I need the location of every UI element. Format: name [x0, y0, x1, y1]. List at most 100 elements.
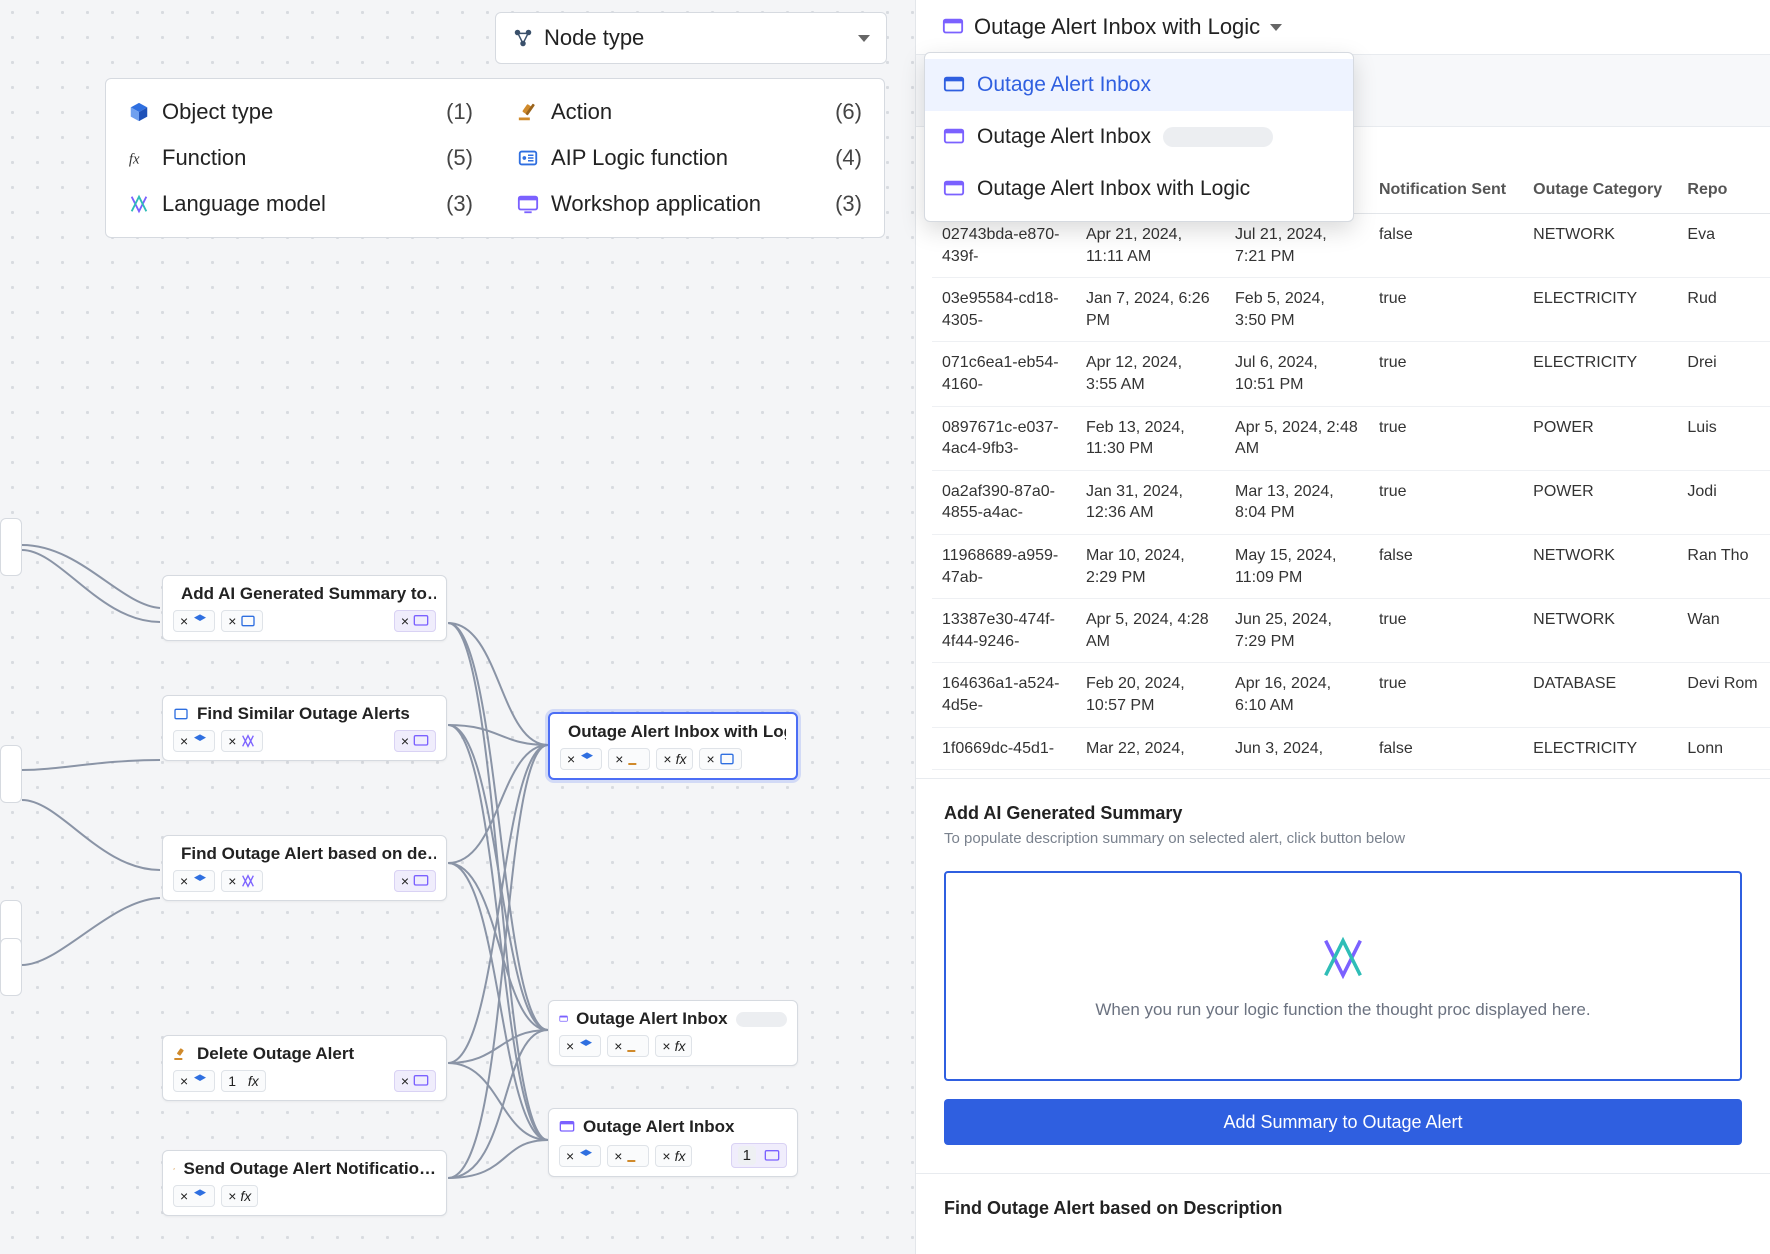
chevron-down-icon [1270, 24, 1282, 31]
table-cell: true [1369, 278, 1523, 342]
graph-stub [0, 938, 22, 996]
gavel-icon [173, 1161, 175, 1177]
facet-workshop-app[interactable]: Workshop application (3) [495, 181, 884, 227]
node-type-icon [512, 27, 534, 49]
cube-icon [128, 101, 150, 123]
facet-action[interactable]: Action (6) [495, 89, 884, 135]
table-cell: Mar 13, 2024, 8:04 PM [1225, 470, 1369, 534]
table-cell: 164636a1-a524-4d5e- [932, 663, 1076, 727]
table-cell: Apr 21, 2024, 11:11 AM [1076, 214, 1225, 278]
graph-canvas[interactable]: Node type Object type (1) Action (6) fxF… [0, 0, 915, 1254]
table-cell: Luis [1677, 406, 1770, 470]
svg-text:fx: fx [129, 152, 140, 168]
workshop-icon [943, 178, 965, 200]
summary-section: Add AI Generated Summary To populate des… [916, 778, 1770, 857]
language-model-icon [128, 193, 150, 215]
table-cell: ELECTRICITY [1523, 342, 1677, 406]
table-row[interactable]: 0897671c-e037-4ac4-9fb3-Feb 13, 2024, 11… [932, 406, 1770, 470]
chevron-down-icon [858, 35, 870, 42]
table-cell: ELECTRICITY [1523, 727, 1677, 770]
panel-header: Outage Alert Inbox with Logic Outage Ale… [916, 0, 1770, 55]
table-cell: Devi Rom [1677, 663, 1770, 727]
table-cell: true [1369, 470, 1523, 534]
detail-panel: Outage Alert Inbox with Logic Outage Ale… [915, 0, 1770, 1254]
add-summary-button[interactable]: Add Summary to Outage Alert [944, 1099, 1742, 1145]
section-title: Find Outage Alert based on Description [944, 1198, 1742, 1219]
table-row[interactable]: 071c6ea1-eb54-4160-Apr 12, 2024, 3:55 AM… [932, 342, 1770, 406]
table-row[interactable]: 03e95584-cd18-4305-Jan 7, 2024, 6:26 PMF… [932, 278, 1770, 342]
table-row[interactable]: 11968689-a959-47ab-Mar 10, 2024, 2:29 PM… [932, 534, 1770, 598]
dropdown-item[interactable]: Outage Alert Inbox with Logic [925, 163, 1353, 215]
table-cell: Feb 13, 2024, 11:30 PM [1076, 406, 1225, 470]
table-cell: Jul 6, 2024, 10:51 PM [1225, 342, 1369, 406]
workshop-icon [559, 1119, 575, 1135]
graph-node-workshop-selected[interactable]: Outage Alert Inbox with Logic × × ×fx × [548, 712, 798, 780]
graph-node-workshop[interactable]: Outage Alert Inbox × × ×fx 1 [548, 1108, 798, 1177]
workshop-icon [942, 16, 964, 38]
gavel-icon [173, 1046, 189, 1062]
facet-object-type[interactable]: Object type (1) [106, 89, 495, 135]
graph-stub [0, 518, 22, 576]
table-cell: 0a2af390-87a0-4855-a4ac- [932, 470, 1076, 534]
table-cell: Jun 3, 2024, [1225, 727, 1369, 770]
table-cell: May 15, 2024, 11:09 PM [1225, 534, 1369, 598]
table-row[interactable]: 164636a1-a524-4d5e-Feb 20, 2024, 10:57 P… [932, 663, 1770, 727]
table-cell: DATABASE [1523, 663, 1677, 727]
graph-node-aip[interactable]: Find Similar Outage Alerts × × × [162, 695, 447, 761]
table-cell: true [1369, 663, 1523, 727]
facet-function[interactable]: fxFunction (5) [106, 135, 495, 181]
table-row[interactable]: 13387e30-474f-4f44-9246-Apr 5, 2024, 4:2… [932, 599, 1770, 663]
chip-aip: × [221, 610, 263, 632]
table-cell: false [1369, 727, 1523, 770]
ai-output-box: When you run your logic function the tho… [944, 871, 1742, 1081]
graph-node-action[interactable]: Delete Outage Alert × 1 fx × [162, 1035, 447, 1101]
gavel-icon [517, 101, 539, 123]
table-row[interactable]: 02743bda-e870-439f-Apr 21, 2024, 11:11 A… [932, 214, 1770, 278]
graph-stub [0, 745, 22, 803]
table-cell: 03e95584-cd18-4305- [932, 278, 1076, 342]
facet-aip-logic[interactable]: AIP Logic function (4) [495, 135, 884, 181]
table-header[interactable]: Notification Sent [1369, 167, 1523, 214]
table-cell: 13387e30-474f-4f44-9246- [932, 599, 1076, 663]
alert-table: Alert IDA↓ZAlert TimestampLast UpdatedNo… [916, 167, 1770, 770]
table-row[interactable]: 0a2af390-87a0-4855-a4ac-Jan 31, 2024, 12… [932, 470, 1770, 534]
ai-placeholder-text: When you run your logic function the tho… [1095, 1000, 1590, 1020]
table-cell: Eva [1677, 214, 1770, 278]
table-cell: POWER [1523, 470, 1677, 534]
table-cell: NETWORK [1523, 599, 1677, 663]
table-cell: false [1369, 214, 1523, 278]
table-cell: Ran Tho [1677, 534, 1770, 598]
graph-node-action[interactable]: Send Outage Alert Notificatio… × ×fx [162, 1150, 447, 1216]
table-row[interactable]: 1f0669dc-45d1-Mar 22, 2024, Jun 3, 2024,… [932, 727, 1770, 770]
language-model-icon [1317, 932, 1369, 984]
dropdown-item[interactable]: Outage Alert Inbox [925, 59, 1353, 111]
table-cell: true [1369, 342, 1523, 406]
graph-node-workshop[interactable]: Outage Alert Inbox × × ×fx [548, 1000, 798, 1066]
table-cell: true [1369, 599, 1523, 663]
dropdown-item[interactable]: Outage Alert Inbox [925, 111, 1353, 163]
section-hint: To populate description summary on selec… [944, 830, 1742, 847]
table-cell: ELECTRICITY [1523, 278, 1677, 342]
table-cell: POWER [1523, 406, 1677, 470]
table-cell: 11968689-a959-47ab- [932, 534, 1076, 598]
table-cell: Wan [1677, 599, 1770, 663]
table-cell: Mar 10, 2024, 2:29 PM [1076, 534, 1225, 598]
facet-panel: Object type (1) Action (6) fxFunction (5… [105, 78, 885, 238]
table-cell: Apr 12, 2024, 3:55 AM [1076, 342, 1225, 406]
table-cell: Apr 5, 2024, 2:48 AM [1225, 406, 1369, 470]
table-cell: Jan 7, 2024, 6:26 PM [1076, 278, 1225, 342]
facet-language-model[interactable]: Language model (3) [106, 181, 495, 227]
table-header[interactable]: Outage Category [1523, 167, 1677, 214]
table-cell: Jodi [1677, 470, 1770, 534]
node-type-select[interactable]: Node type [495, 12, 887, 64]
chip-workshop: × [394, 610, 436, 632]
table-cell: Apr 5, 2024, 4:28 AM [1076, 599, 1225, 663]
table-cell: false [1369, 534, 1523, 598]
table-cell: Rud [1677, 278, 1770, 342]
graph-node-action[interactable]: Add AI Generated Summary to… × × × [162, 575, 447, 641]
graph-node-aip[interactable]: Find Outage Alert based on de… × × × [162, 835, 447, 901]
panel-title-select[interactable]: Outage Alert Inbox with Logic [932, 8, 1292, 46]
table-header[interactable]: Repo [1677, 167, 1770, 214]
table-cell: 0897671c-e037-4ac4-9fb3- [932, 406, 1076, 470]
workshop-icon [943, 126, 965, 148]
